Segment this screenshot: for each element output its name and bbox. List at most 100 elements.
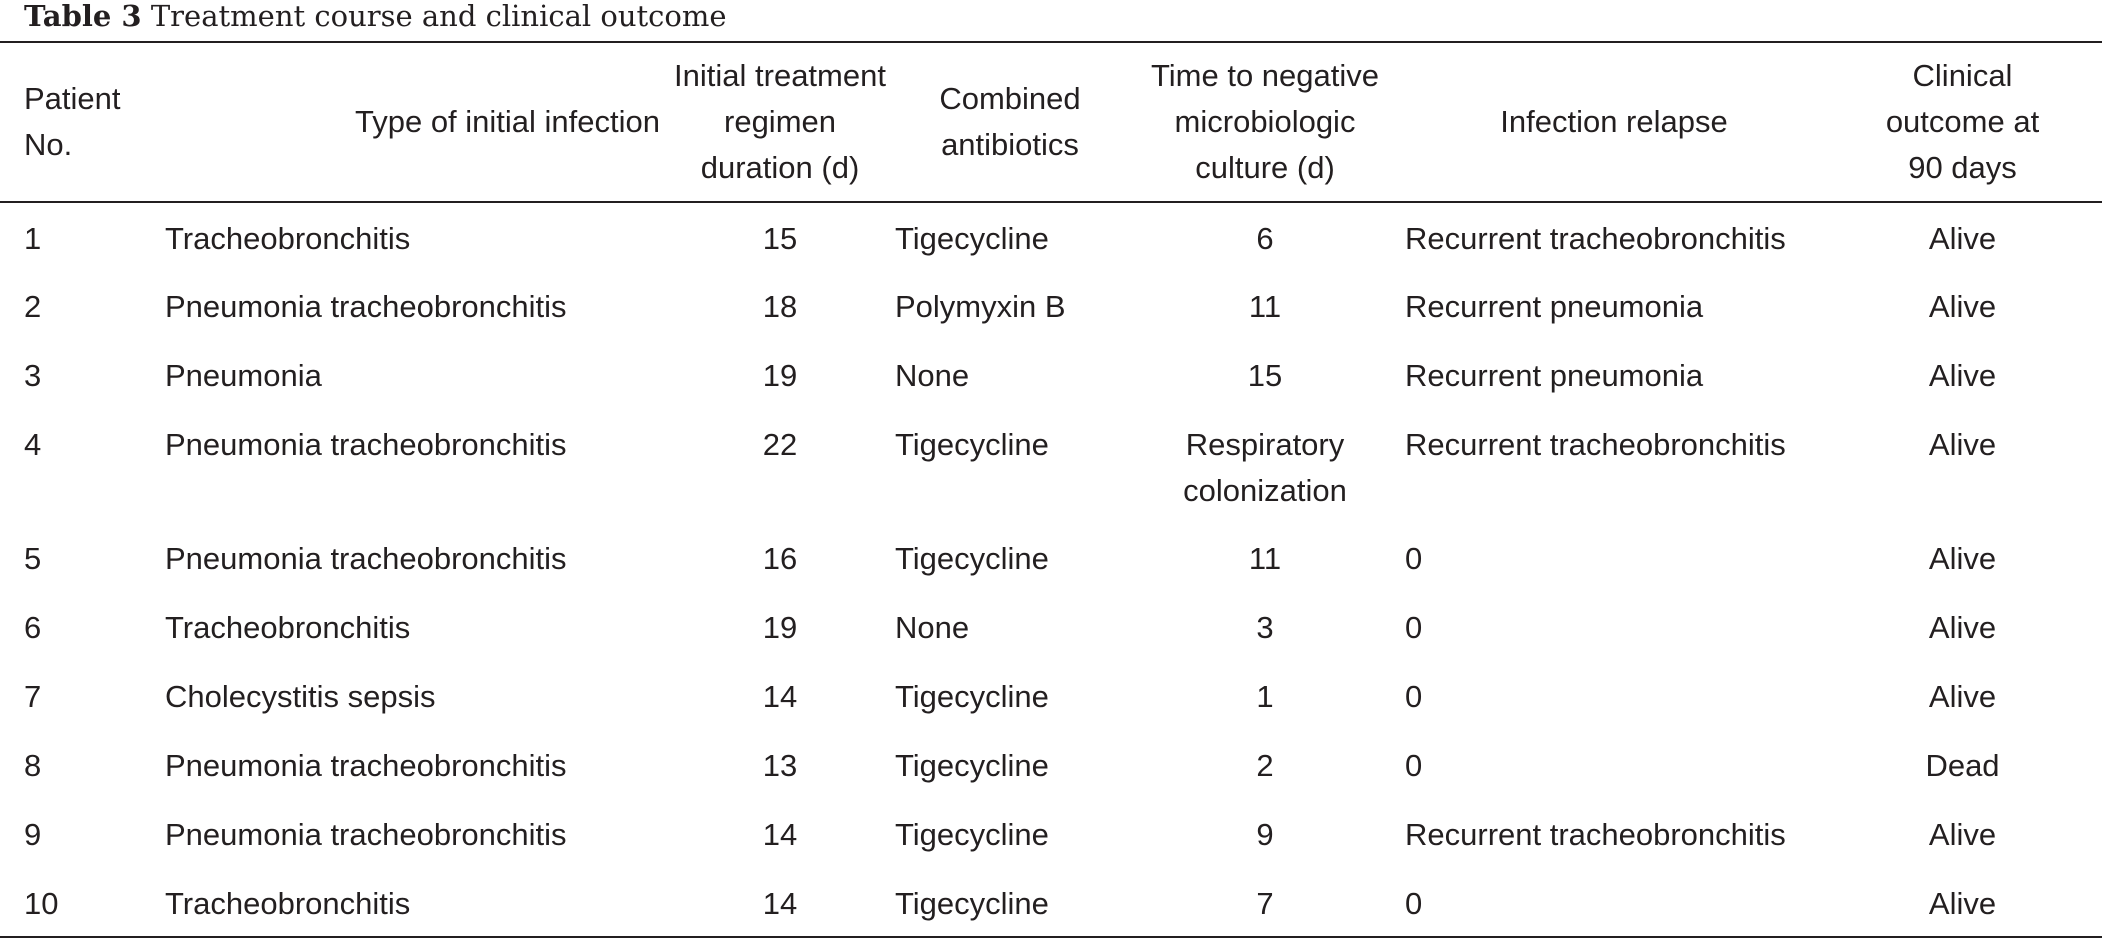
cell-combined-antibiotics: Polymyxin B [895,289,1066,324]
cell-line: 15 [1247,358,1283,393]
cell-clinical-outcome: Dead [1925,748,2000,783]
header-line: duration (d) [700,150,860,185]
cell-infection-relapse: Recurrent tracheobronchitis [1405,817,1786,852]
cell-combined-antibiotics: None [895,358,970,393]
header-line: Initial treatment [674,58,886,93]
header-row: Patient No. Type of initial infection Ini… [0,42,2102,202]
table-row: 7 Cholecystitis sepsis 14 Tigecycline 1 … [0,661,2102,730]
cell-infection-relapse: Recurrent tracheobronchitis [1405,427,1786,462]
cell-line: Respiratory [1185,427,1345,462]
table-label: Table 3 [24,0,142,33]
cell-clinical-outcome: Alive [1928,358,1997,393]
table-row: 2 Pneumonia tracheobronchitis 18 Polymyx… [0,271,2102,340]
cell-patient-no: 3 [24,358,42,393]
cell-time-to-negative: 6 [1125,202,1405,271]
cell-infection-type: Pneumonia [165,358,322,393]
cell-line: 6 [1256,221,1274,256]
table-row: 3 Pneumonia 19 None 15 Recurrent pneumon… [0,340,2102,409]
header-line: outcome at [1885,104,2040,139]
header-clinical-outcome: Clinical outcome at 90 days [1823,42,2102,202]
table-row: 9 Pneumonia tracheobronchitis 14 Tigecyc… [0,799,2102,868]
cell-infection-relapse: 0 [1405,886,1423,921]
cell-patient-no: 9 [24,817,42,852]
cell-infection-type: Pneumonia tracheobronchitis [165,541,567,576]
cell-regimen-duration: 15 [762,221,798,256]
cell-infection-relapse: Recurrent pneumonia [1405,289,1704,324]
cell-regimen-duration: 14 [762,817,798,852]
cell-infection-relapse: 0 [1405,541,1423,576]
cell-regimen-duration: 14 [762,679,798,714]
cell-line: 7 [1256,886,1274,921]
table-caption: Table 3 Treatment course and clinical ou… [24,0,727,40]
cell-combined-antibiotics: Tigecycline [895,748,1049,783]
results-table: Patient No. Type of initial infection Ini… [0,41,2102,938]
cell-infection-type: Tracheobronchitis [165,886,411,921]
cell-clinical-outcome: Alive [1928,221,1997,256]
cell-time-to-negative: 11 [1125,523,1405,592]
cell-regimen-duration: 14 [762,886,798,921]
header-patient-no: Patient No. [0,42,165,202]
cell-regimen-duration: 16 [762,541,798,576]
cell-infection-type: Pneumonia tracheobronchitis [165,748,567,783]
cell-combined-antibiotics: Tigecycline [895,221,1049,256]
cell-time-to-negative: 7 [1125,868,1405,937]
cell-patient-no: 8 [24,748,42,783]
cell-clinical-outcome: Alive [1928,886,1997,921]
header-line: Combined [939,81,1081,116]
cell-time-to-negative: Respiratory colonization [1125,409,1405,523]
cell-time-to-negative: 11 [1125,271,1405,340]
header-line: Patient [24,81,121,116]
cell-infection-type: Cholecystitis sepsis [165,679,436,714]
cell-clinical-outcome: Alive [1928,679,1997,714]
cell-infection-relapse: Recurrent tracheobronchitis [1405,221,1786,256]
cell-time-to-negative: 3 [1125,592,1405,661]
cell-line: 1 [1256,679,1274,714]
header-time-to-negative: Time to negative microbiologic culture (d) [1125,42,1405,202]
cell-infection-type: Tracheobronchitis [165,221,411,256]
header-combined-antibiotics: Combined antibiotics [895,42,1125,202]
header-line: 90 days [1908,150,2017,185]
cell-clinical-outcome: Alive [1928,541,1997,576]
cell-line: 3 [1256,610,1274,645]
table-row: 8 Pneumonia tracheobronchitis 13 Tigecyc… [0,730,2102,799]
cell-infection-type: Tracheobronchitis [165,610,411,645]
cell-time-to-negative: 9 [1125,799,1405,868]
header-line: Clinical [1912,58,2013,93]
cell-combined-antibiotics: Tigecycline [895,886,1049,921]
cell-regimen-duration: 18 [762,289,798,324]
cell-patient-no: 6 [24,610,42,645]
header-infection-type: Type of initial infection [165,42,665,202]
header-line: Type of initial infection [355,104,661,139]
cell-patient-no: 1 [24,221,42,256]
cell-infection-type: Pneumonia tracheobronchitis [165,289,567,324]
cell-combined-antibiotics: Tigecycline [895,427,1049,462]
header-line: regimen [724,104,836,139]
cell-regimen-duration: 19 [762,610,798,645]
cell-clinical-outcome: Alive [1928,817,1997,852]
header-line: microbiologic [1174,104,1356,139]
header-infection-relapse: Infection relapse [1405,42,1823,202]
table-row: 5 Pneumonia tracheobronchitis 16 Tigecyc… [0,523,2102,592]
cell-patient-no: 2 [24,289,42,324]
cell-combined-antibiotics: Tigecycline [895,541,1049,576]
cell-time-to-negative: 15 [1125,340,1405,409]
table-row: 4 Pneumonia tracheobronchitis 22 Tigecyc… [0,409,2102,523]
cell-infection-relapse: 0 [1405,679,1423,714]
cell-line: colonization [1183,473,1347,508]
cell-time-to-negative: 1 [1125,661,1405,730]
cell-patient-no: 10 [24,886,59,921]
table-row: 6 Tracheobronchitis 19 None 3 0 Alive [0,592,2102,661]
cell-patient-no: 5 [24,541,42,576]
cell-clinical-outcome: Alive [1928,427,1997,462]
cell-line: 11 [1248,289,1282,324]
table-row: 1 Tracheobronchitis 15 Tigecycline 6 Rec… [0,202,2102,271]
cell-regimen-duration: 13 [762,748,798,783]
cell-combined-antibiotics: Tigecycline [895,679,1049,714]
header-line: Time to negative [1150,58,1380,93]
cell-line: 9 [1256,817,1274,852]
cell-regimen-duration: 22 [762,427,798,462]
table-row: 10 Tracheobronchitis 14 Tigecycline 7 0 … [0,868,2102,937]
cell-patient-no: 7 [24,679,42,714]
cell-infection-type: Pneumonia tracheobronchitis [165,817,567,852]
cell-infection-type: Pneumonia tracheobronchitis [165,427,567,462]
